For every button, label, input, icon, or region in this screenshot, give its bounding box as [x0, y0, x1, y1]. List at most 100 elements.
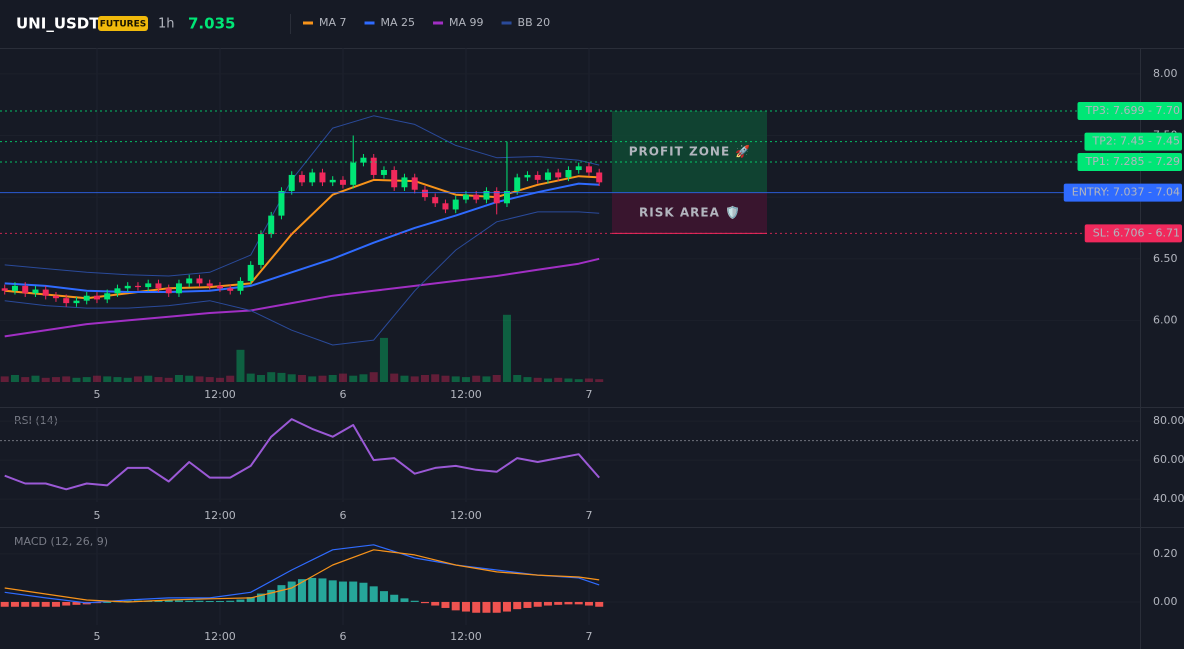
candle-body	[442, 203, 449, 210]
y-tick-label: 60.00	[1153, 453, 1184, 466]
candle-body	[32, 289, 39, 294]
macd-hist-bar	[287, 581, 296, 602]
volume-bar	[267, 372, 276, 382]
macd-hist-bar	[174, 600, 183, 602]
candle-body	[104, 293, 111, 300]
overlay-line	[4, 115, 600, 277]
profit-zone	[612, 110, 767, 193]
macd-hist-bar	[461, 601, 470, 612]
macd-hist-bar	[533, 601, 542, 607]
candle-body	[462, 194, 469, 200]
y-tick-label: 40.00	[1153, 492, 1184, 505]
last-price: 7.035	[188, 15, 235, 33]
x-tick-label: 7	[585, 630, 592, 643]
macd-hist-bar	[103, 601, 112, 603]
macd-hist-bar	[205, 600, 214, 602]
macd-hist-bar	[564, 601, 573, 605]
y-tick-label: 6.00	[1153, 313, 1178, 326]
candle-body	[257, 234, 264, 265]
candle-body	[22, 285, 29, 294]
volume-bar	[502, 314, 511, 382]
y-tick-label: 0.00	[1153, 595, 1178, 608]
candle-body	[52, 295, 59, 299]
candle-body	[206, 283, 213, 286]
x-tick-label: 12:00	[204, 388, 236, 401]
candle-body	[309, 172, 316, 183]
macd-hist-bar	[297, 579, 306, 602]
y-tick-label: 6.50	[1153, 252, 1178, 265]
x-tick-label: 6	[339, 630, 346, 643]
x-tick-label: 12:00	[450, 388, 482, 401]
volume-bar	[113, 377, 122, 382]
macd-hist-bar	[72, 601, 81, 605]
level-label: TP2: 7.45 - 7.45	[1091, 135, 1180, 148]
macd-hist-bar	[502, 601, 511, 612]
level-label-bg	[1084, 224, 1182, 243]
macd-hist-bar	[400, 598, 409, 602]
candle-body	[114, 288, 121, 294]
macd-hist-bar	[369, 586, 378, 602]
macd-hist-bar	[451, 601, 460, 611]
candle-body	[145, 283, 152, 288]
rsi-title: RSI (14)	[14, 414, 58, 427]
macd-hist-bar	[359, 582, 368, 602]
y-tick-label: 80.00	[1153, 414, 1184, 427]
macd-hist-bar	[51, 601, 60, 607]
candle-body	[42, 289, 49, 296]
macd-hist-bar	[164, 600, 173, 602]
macd-hist-bar	[472, 601, 481, 613]
macd-hist-bar	[390, 594, 399, 602]
x-tick-label: 12:00	[450, 630, 482, 643]
volume-bar	[574, 379, 583, 382]
macd-hist-bar	[328, 580, 337, 602]
volume-bar	[420, 375, 429, 382]
candle-body	[503, 190, 510, 204]
macd-hist-bar	[554, 601, 563, 605]
macd-hist-bar	[236, 599, 245, 602]
volume-bar	[584, 378, 593, 382]
macd-hist-bar	[31, 601, 40, 607]
volume-bar	[246, 373, 255, 382]
candle-body	[514, 177, 521, 191]
volume-bar	[287, 374, 296, 382]
candle-body	[227, 288, 234, 291]
candle-body	[155, 283, 162, 289]
candle-body	[575, 166, 582, 171]
volume-bar	[92, 375, 101, 382]
volume-bar	[543, 378, 552, 382]
volume-bar	[595, 379, 604, 382]
candle-body	[288, 174, 295, 191]
candle-body	[555, 172, 562, 178]
volume-bar	[256, 375, 265, 382]
risk-zone-label: RISK AREA 🛡️	[639, 205, 741, 219]
macd-hist-bar	[523, 601, 532, 608]
level-label: TP3: 7.699 - 7.70	[1085, 104, 1181, 117]
candle-body	[432, 197, 439, 204]
volume-bar	[195, 376, 204, 382]
candle-body	[247, 264, 254, 281]
macd-hist-bar	[10, 601, 19, 607]
volume-bar	[205, 377, 214, 382]
macd-hist-bar	[574, 601, 583, 605]
volume-bar	[308, 376, 317, 382]
macd-title: MACD (12, 26, 9)	[14, 535, 108, 548]
macd-hist-bar	[256, 593, 265, 602]
volume-bar	[144, 375, 153, 382]
macd-hist-bar	[267, 589, 276, 602]
candle-body	[421, 189, 428, 198]
volume-bar	[10, 375, 19, 382]
x-tick-label: 7	[585, 509, 592, 522]
volume-bar	[328, 375, 337, 382]
macd-hist-bar	[410, 600, 419, 602]
x-tick-label: 12:00	[450, 509, 482, 522]
candle-body	[360, 157, 367, 163]
volume-bar	[103, 376, 112, 382]
candle-body	[268, 215, 275, 235]
candle-body	[452, 199, 459, 210]
volume-bar	[564, 378, 573, 382]
candle-body	[401, 177, 408, 188]
candle-body	[380, 170, 387, 175]
candle-body	[339, 179, 346, 185]
volume-bar	[133, 376, 142, 382]
